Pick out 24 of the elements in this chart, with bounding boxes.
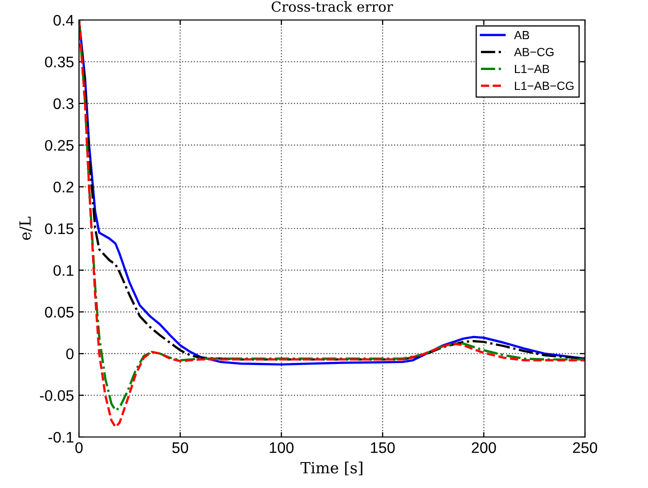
x-tick-label: 100 bbox=[270, 442, 294, 454]
y-tick-label: 0.1 bbox=[54, 265, 74, 276]
x-axis-title: Time [s] bbox=[300, 462, 362, 476]
y-tick-label: 0.4 bbox=[54, 14, 74, 26]
y-axis-title: e/L bbox=[19, 216, 32, 240]
x-tick-label: 150 bbox=[371, 442, 395, 454]
x-tick-label: 0 bbox=[75, 442, 83, 454]
y-tick-label: 0.15 bbox=[45, 223, 74, 234]
y-tick-label: 0 bbox=[66, 348, 74, 360]
y-tick-label: 0.35 bbox=[45, 56, 74, 68]
y-tick-label: 0.2 bbox=[54, 182, 74, 192]
legend-label: L1−AB−CG bbox=[514, 82, 574, 90]
chart-title: Cross-track error bbox=[272, 1, 394, 12]
x-tick-label: 200 bbox=[472, 442, 496, 454]
y-tick-label: 0.25 bbox=[45, 140, 74, 151]
legend-label: L1−AB bbox=[514, 64, 550, 73]
x-tick-label: 250 bbox=[573, 442, 598, 454]
legend-label: AB bbox=[514, 31, 530, 40]
y-tick-label: 0.3 bbox=[54, 98, 74, 110]
y-tick-label: -0.05 bbox=[40, 390, 74, 401]
y-tick-label: -0.1 bbox=[48, 432, 74, 443]
y-tick-label: 0.05 bbox=[45, 306, 74, 318]
x-tick-label: 50 bbox=[172, 442, 188, 454]
legend-label: AB−CG bbox=[514, 48, 554, 56]
